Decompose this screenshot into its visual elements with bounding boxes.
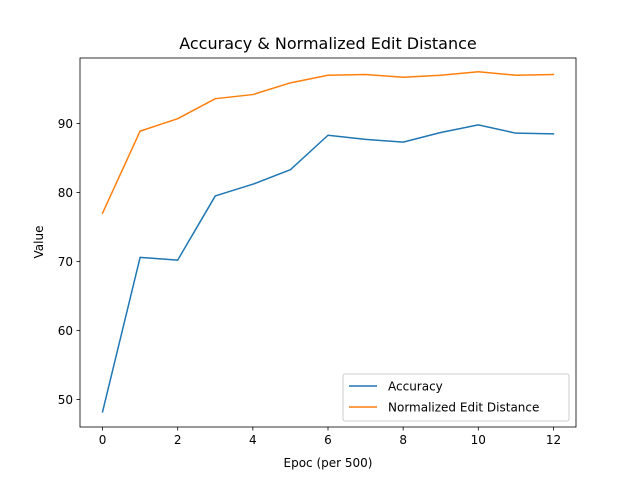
x-tick-label: 10 [471,433,486,447]
y-axis-label: Value [32,226,46,259]
y-tick-label: 90 [58,117,73,131]
x-tick-label: 6 [324,433,332,447]
plot-frame [79,57,577,428]
series-line-2 [101,71,555,215]
legend-label: Normalized Edit Distance [388,401,539,415]
x-tick-label: 12 [546,433,561,447]
y-tick-label: 70 [58,255,73,269]
legend-box [342,373,570,422]
x-axis-label: Epoc (per 500) [284,456,373,470]
y-tick-label: 60 [58,324,73,338]
chart-title: Accuracy & Normalized Edit Distance [179,34,477,53]
plot-area: 0 2 4 6 8 10 12 50 60 70 80 90 [58,57,577,447]
legend: Accuracy Normalized Edit Distance [342,373,570,422]
y-tick-label: 50 [58,393,73,407]
x-tick-label: 0 [99,433,107,447]
x-tick-label: 8 [399,433,407,447]
legend-label: Accuracy [388,380,443,394]
x-tick-label: 2 [174,433,182,447]
y-tick-label: 80 [58,186,73,200]
x-tick-label: 4 [249,433,257,447]
series-line-1 [101,124,555,413]
